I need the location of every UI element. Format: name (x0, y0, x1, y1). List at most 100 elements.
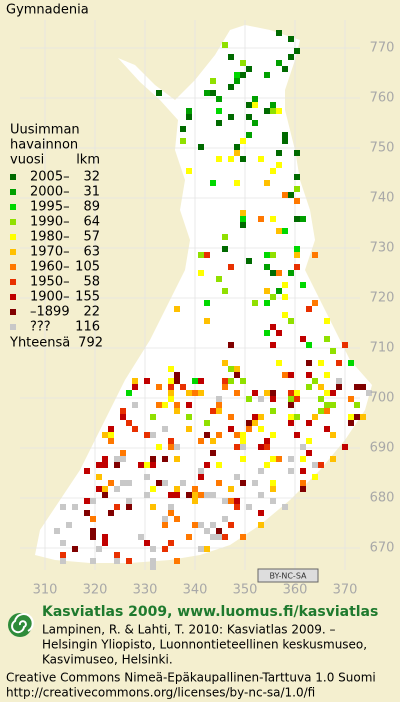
observation-square (228, 498, 234, 504)
observation-square (312, 378, 318, 384)
north-label: 720 (370, 291, 395, 306)
legend-swatch (10, 279, 16, 285)
observation-square (336, 378, 342, 384)
observation-square (192, 390, 198, 396)
observation-square (258, 444, 264, 450)
observation-square (150, 414, 156, 420)
observation-square (330, 456, 336, 462)
observation-square (252, 96, 258, 102)
observation-square (102, 486, 108, 492)
north-label: 760 (370, 91, 395, 106)
observation-square (240, 534, 246, 540)
observation-square (288, 270, 294, 276)
legend-label: 1960– (30, 260, 70, 275)
legend-label: 1950– (30, 275, 70, 290)
observation-square (306, 384, 312, 390)
observation-square (156, 402, 162, 408)
observation-square (60, 504, 66, 510)
observation-square (258, 396, 264, 402)
observation-square (114, 558, 120, 564)
observation-square (222, 384, 228, 390)
observation-square (60, 552, 66, 558)
observation-square (198, 474, 204, 480)
observation-square (120, 456, 126, 462)
observation-square (240, 378, 246, 384)
observation-square (144, 540, 150, 546)
observation-square (228, 366, 234, 372)
observation-square (72, 504, 78, 510)
observation-square (366, 390, 372, 396)
logo-swirl (11, 613, 34, 634)
observation-square (174, 456, 180, 462)
observation-square (264, 300, 270, 306)
legend-label: ??? (30, 320, 51, 335)
observation-square (258, 216, 264, 222)
observation-square (150, 486, 156, 492)
observation-square (276, 270, 282, 276)
observation-square (318, 360, 324, 366)
observation-square (252, 120, 258, 126)
observation-square (300, 444, 306, 450)
footer-license: Creative Commons Nimeä-Epäkaupallinen-Ta… (6, 671, 376, 685)
observation-square (246, 504, 252, 510)
observation-square (288, 372, 294, 378)
observation-square (210, 522, 216, 528)
observation-square (246, 114, 252, 120)
observation-square (300, 216, 306, 222)
observation-square (90, 498, 96, 504)
observation-square (348, 360, 354, 366)
observation-square (228, 84, 234, 90)
observation-square (270, 390, 276, 396)
north-label: 770 (370, 41, 395, 56)
observation-square (174, 306, 180, 312)
observation-square (354, 414, 360, 420)
observation-square (102, 456, 108, 462)
observation-square (54, 528, 60, 534)
observation-square (114, 486, 120, 492)
observation-square (324, 408, 330, 414)
observation-square (222, 516, 228, 522)
observation-square (294, 216, 300, 222)
observation-square (198, 390, 204, 396)
observation-square (168, 504, 174, 510)
observation-square (216, 534, 222, 540)
observation-square (174, 408, 180, 414)
observation-square (234, 78, 240, 84)
observation-square (282, 372, 288, 378)
observation-square (150, 432, 156, 438)
observation-square (114, 504, 120, 510)
observation-square (108, 432, 114, 438)
observation-square (222, 42, 228, 48)
observation-square (354, 402, 360, 408)
legend-label: 1995– (30, 200, 70, 215)
legend-total: 792 (78, 336, 103, 351)
observation-square (240, 138, 246, 144)
observation-square (324, 402, 330, 408)
observation-square (234, 150, 240, 156)
observation-square (240, 72, 246, 78)
observation-square (216, 156, 222, 162)
observation-square (306, 450, 312, 456)
observation-square (264, 180, 270, 186)
observation-square (300, 282, 306, 288)
observation-square (276, 360, 282, 366)
observation-square (228, 426, 234, 432)
observation-square (252, 420, 258, 426)
observation-square (294, 390, 300, 396)
observation-square (216, 402, 222, 408)
observation-square (252, 390, 258, 396)
observation-square (264, 264, 270, 270)
observation-square (198, 378, 204, 384)
observation-square (330, 432, 336, 438)
observation-square (204, 462, 210, 468)
observation-square (90, 534, 96, 540)
observation-square (168, 510, 174, 516)
observation-square (192, 522, 198, 528)
observation-square (336, 360, 342, 366)
observation-square (96, 546, 102, 552)
observation-square (108, 510, 114, 516)
legend-count: 116 (75, 320, 100, 335)
observation-square (294, 252, 300, 258)
legend-swatch (10, 249, 16, 255)
observation-square (348, 420, 354, 426)
